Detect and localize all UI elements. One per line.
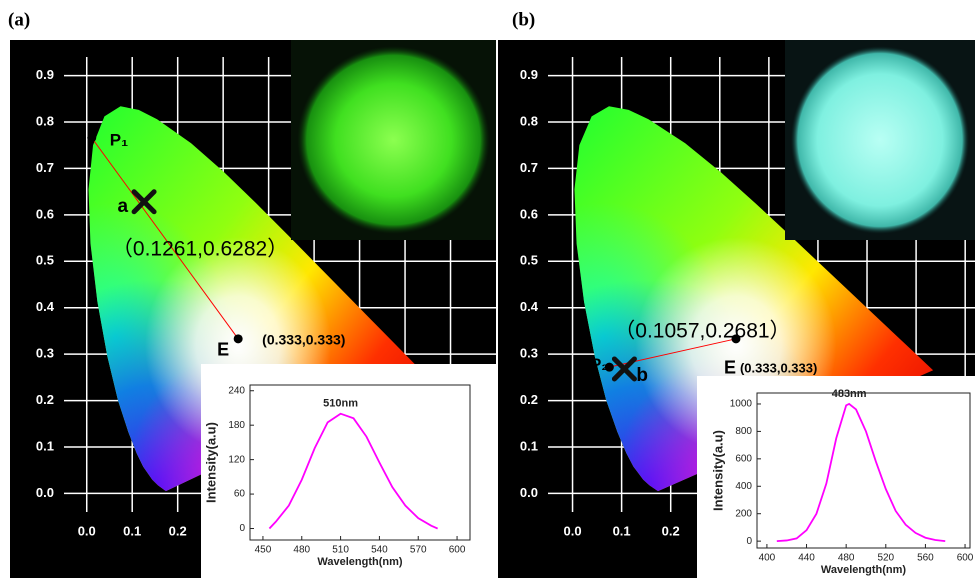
x-tick-label: 0.2 [169, 523, 187, 538]
sample-photo-glow [297, 46, 490, 234]
y-tick-label: 600 [735, 453, 752, 464]
y-tick-label: 0.2 [36, 392, 54, 407]
point-marker [611, 356, 637, 382]
point-marker [131, 189, 157, 215]
x-tick-label: 480 [838, 553, 855, 564]
coordinate-label: （0.1057,0.2681） [614, 320, 790, 343]
coordinate-label: （0.1261,0.6282） [112, 237, 288, 260]
y-tick-label: 0.5 [36, 253, 54, 268]
x-axis-label: Wavelength(nm) [317, 556, 402, 568]
inset-background [697, 376, 975, 578]
spectrum-inset: 450 480 510 540 570 600 0 60 120 180 240 Wavelength… [201, 364, 496, 578]
y-tick-label: 0.6 [36, 206, 54, 221]
point-marker [87, 133, 97, 143]
point-label: P₂ [591, 356, 609, 373]
connector-line [91, 137, 239, 340]
y-tick-label: 800 [735, 426, 752, 437]
y-tick-label: 120 [228, 454, 245, 465]
y-tick-label: 200 [735, 508, 752, 519]
x-tick-label: 440 [798, 553, 815, 564]
point-label: E [217, 340, 229, 360]
y-tick-label: 0.9 [520, 67, 538, 82]
y-tick-label: 0.7 [36, 160, 54, 175]
x-tick-label: 450 [255, 545, 272, 556]
panel-label: (b) [512, 9, 535, 30]
y-tick-label: 0 [746, 536, 752, 547]
sample-photo-glow [790, 46, 970, 234]
x-tick-label: 600 [957, 553, 974, 564]
x-tick-label: 510 [332, 545, 349, 556]
y-tick-label: 0.3 [520, 346, 538, 361]
y-tick-label: 0.4 [520, 299, 539, 314]
point-label: b [636, 365, 648, 386]
x-tick-label: 0.0 [564, 523, 582, 538]
y-tick-label: 1000 [730, 399, 753, 410]
point-label: P₁ [110, 130, 128, 149]
coordinate-label: (0.333,0.333) [262, 332, 345, 348]
x-tick-label: 600 [449, 545, 466, 556]
peak-annotation: 483nm [832, 388, 867, 400]
y-tick-label: 0.1 [36, 438, 54, 453]
x-tick-label: 520 [877, 553, 894, 564]
y-tick-label: 60 [234, 489, 246, 500]
point-marker [604, 362, 614, 372]
panel-label: (a) [8, 9, 30, 30]
y-tick-label: 0.0 [36, 485, 54, 500]
spectrum-line [268, 412, 439, 530]
y-axis-label: Intensity(a.u) [710, 430, 725, 511]
y-tick-label: 0.0 [520, 485, 538, 500]
x-axis-label: Wavelength(nm) [821, 564, 906, 576]
point-marker [731, 334, 741, 344]
x-tick-label: 400 [759, 553, 776, 564]
inset-frame [249, 384, 471, 541]
point-label: a [118, 196, 129, 217]
x-tick-label: 0.2 [662, 523, 680, 538]
y-tick-label: 0.4 [36, 299, 55, 314]
spectrum-line [776, 402, 946, 543]
y-tick-label: 0.8 [520, 113, 538, 128]
x-tick-label: 540 [371, 545, 388, 556]
y-tick-label: 180 [228, 420, 245, 431]
y-tick-label: 0.6 [520, 206, 538, 221]
coordinate-label: (0.333,0.333) [740, 360, 817, 375]
y-tick-label: 0 [239, 523, 245, 534]
y-tick-label: 0.7 [520, 160, 538, 175]
x-tick-label: 480 [293, 545, 310, 556]
peak-annotation: 510nm [323, 398, 358, 410]
x-tick-label: 0.1 [613, 523, 631, 538]
x-tick-label: 560 [917, 553, 934, 564]
spectrum-inset: 400 440 480 520 560 600 0 200 400 600 800 1000 Wavel… [697, 376, 975, 578]
point-label: E [724, 358, 736, 378]
y-tick-label: 0.1 [520, 438, 538, 453]
y-tick-label: 0.8 [36, 113, 54, 128]
y-tick-label: 400 [735, 481, 752, 492]
y-tick-label: 240 [228, 385, 245, 396]
y-tick-label: 0.3 [36, 346, 54, 361]
x-tick-label: 0.1 [123, 523, 141, 538]
y-tick-label: 0.9 [36, 67, 54, 82]
point-marker [233, 334, 243, 344]
inset-frame [756, 392, 971, 549]
y-tick-label: 0.2 [520, 392, 538, 407]
y-tick-label: 0.5 [520, 253, 538, 268]
x-tick-label: 0.0 [78, 523, 96, 538]
y-axis-label: Intensity(a.u) [203, 422, 218, 503]
x-tick-label: 570 [410, 545, 427, 556]
